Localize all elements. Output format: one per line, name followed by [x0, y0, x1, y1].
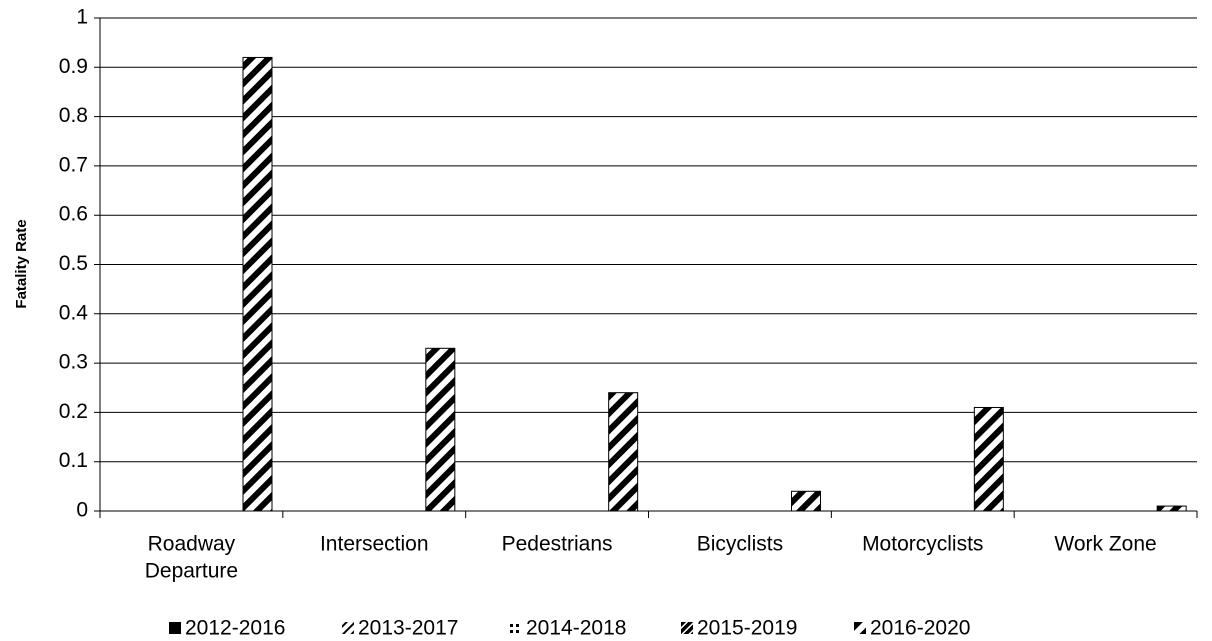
x-tick-label: Pedestrians: [502, 533, 613, 556]
legend-label: 2014-2018: [526, 617, 626, 640]
x-tick-label: Roadway: [148, 533, 236, 556]
y-tick-label: 0.6: [59, 203, 88, 226]
bar: [1156, 505, 1187, 512]
bar: [973, 406, 1004, 512]
legend-swatch: [169, 622, 181, 634]
legend-swatch: [681, 622, 693, 634]
y-tick-label: 0.1: [59, 449, 88, 472]
bar: [242, 56, 273, 512]
legend-label: 2015-2019: [697, 617, 797, 640]
y-tick-label: 0.9: [59, 55, 88, 78]
bar: [608, 392, 639, 512]
legend-label: 2013-2017: [358, 617, 458, 640]
legend-label: 2012-2016: [185, 617, 285, 640]
x-tick-label: Intersection: [320, 533, 429, 556]
legend-swatch: [342, 622, 354, 634]
legend-swatch: [510, 622, 522, 634]
x-tick-label: Departure: [145, 560, 238, 583]
y-tick-label: 0.8: [59, 104, 88, 127]
bar: [791, 490, 821, 512]
x-tick-label: Work Zone: [1054, 533, 1156, 556]
y-tick-label: 0.3: [59, 351, 88, 374]
legend-label: 2016-2020: [870, 617, 970, 640]
y-tick-label: 0.5: [59, 252, 88, 275]
x-tick-label: Bicyclists: [697, 533, 783, 556]
y-tick-label: 0.2: [59, 400, 88, 423]
y-axis-label: Fatality Rate: [13, 219, 30, 308]
x-tick-label: Motorcyclists: [862, 533, 983, 556]
y-tick-label: 0: [76, 499, 88, 522]
y-tick-label: 0.7: [59, 153, 88, 176]
legend-swatch: [854, 622, 866, 634]
y-tick-label: 0.4: [59, 301, 89, 324]
y-tick-label: 1: [76, 6, 88, 29]
bar: [425, 347, 456, 512]
